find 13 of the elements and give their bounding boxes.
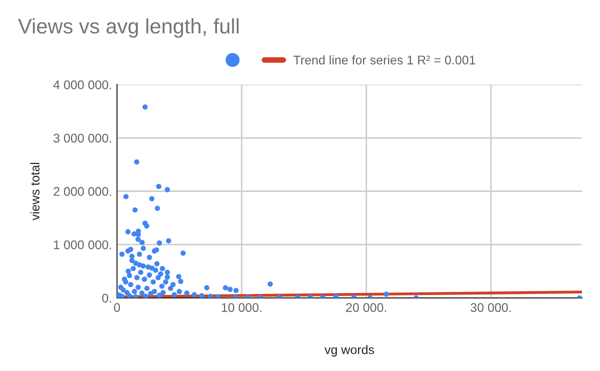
y-tick-label: 2 000 000. bbox=[54, 187, 112, 196]
chart-title: Views vs avg length, full bbox=[18, 18, 239, 38]
y-tick-label: 1 000 000. bbox=[54, 240, 112, 250]
y-tick-label: 3 000 000. bbox=[54, 134, 112, 143]
x-axis-title: vg words bbox=[324, 344, 374, 357]
x-tick-label: 10 000. bbox=[222, 303, 262, 312]
x-tick-label: 0 bbox=[114, 303, 120, 312]
x-tick-label: 30 000. bbox=[470, 303, 511, 312]
legend-label: Trend line for series 1 R² = 0.001 bbox=[293, 55, 476, 64]
y-tick-label: 4 000 000. bbox=[53, 80, 112, 90]
x-tick-label: 20 000. bbox=[346, 303, 386, 312]
y-tick-label: 0. bbox=[102, 294, 111, 303]
y-axis-title: views total bbox=[30, 162, 40, 220]
